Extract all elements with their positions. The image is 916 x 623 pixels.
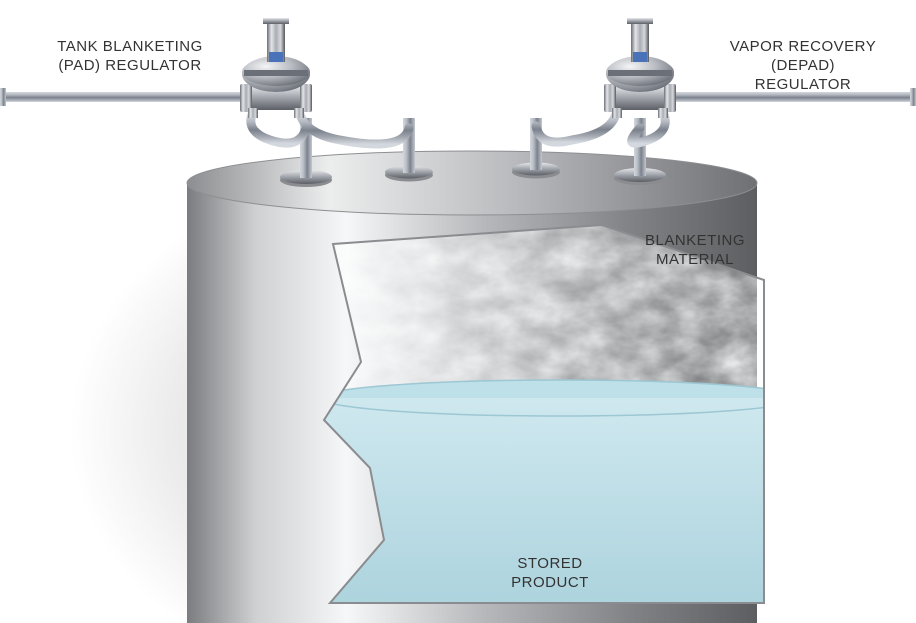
label-line: REGULATOR <box>755 76 851 93</box>
label-line: MATERIAL <box>656 251 734 268</box>
pad-regulator <box>240 18 312 118</box>
diagram-canvas: TANK BLANKETING (PAD) REGULATOR VAPOR RE… <box>0 0 916 623</box>
label-pad-regulator: TANK BLANKETING (PAD) REGULATOR <box>30 38 230 76</box>
label-stored-product: STORED PRODUCT <box>480 555 620 593</box>
label-line: (PAD) REGULATOR <box>58 57 201 74</box>
label-line: TANK BLANKETING <box>57 38 203 55</box>
label-line: VAPOR RECOVERY (DEPAD) <box>730 38 876 74</box>
depad-regulator <box>604 18 676 118</box>
pipe-left <box>0 92 252 102</box>
label-blanketing-material: BLANKETING MATERIAL <box>625 232 765 270</box>
label-line: BLANKETING <box>645 232 745 249</box>
label-line: STORED <box>517 555 582 572</box>
sense-pipes-left <box>251 114 409 144</box>
label-line: PRODUCT <box>511 574 589 591</box>
label-depad-regulator: VAPOR RECOVERY (DEPAD) REGULATOR <box>698 38 908 94</box>
